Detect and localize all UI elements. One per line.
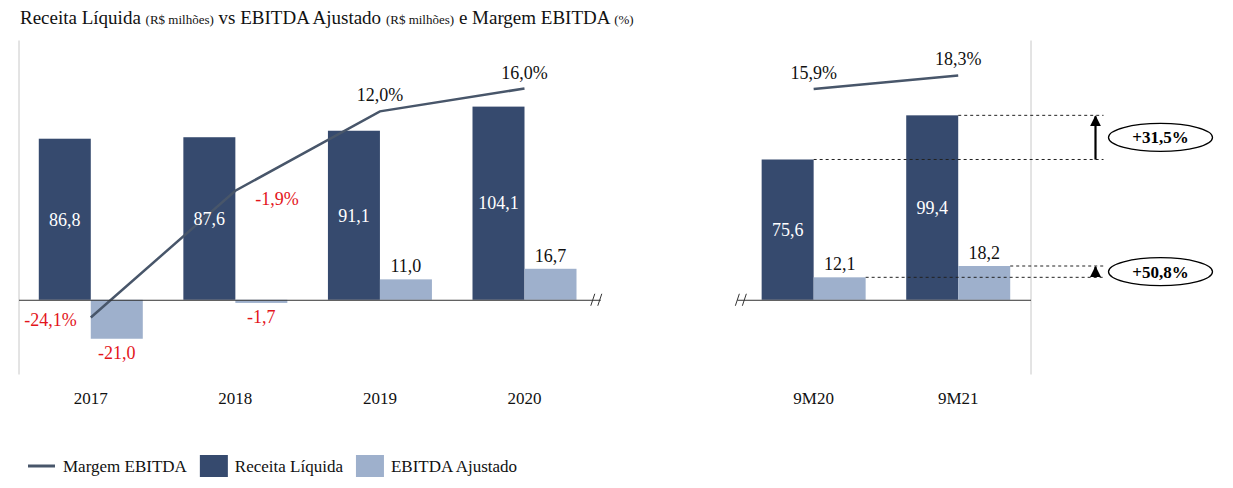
bar	[906, 115, 958, 299]
legend-swatch	[200, 455, 228, 477]
legend-item: Receita Líquida	[200, 455, 344, 477]
legend-swatch	[28, 465, 55, 468]
x-axis: 2017 2018 2019 2020 9M20 9M21	[19, 300, 1031, 408]
x-axis-line	[19, 300, 1031, 301]
axis-break-gap	[601, 298, 738, 302]
x-tick: 9M20	[793, 300, 834, 408]
bar-series	[39, 107, 958, 300]
bar	[39, 139, 91, 300]
data-label: 16,7	[535, 246, 567, 266]
bar	[380, 279, 432, 299]
bar	[958, 266, 1010, 300]
line-label: 12,0%	[357, 85, 404, 105]
y2-axis	[1031, 41, 1032, 375]
y2-axis-line	[1031, 41, 1032, 375]
line	[91, 75, 958, 317]
legend-item: Margem EBITDA	[28, 457, 188, 476]
title-part: e Margem EBITDA	[454, 7, 614, 28]
chart-container: Receita Líquida (R$ milhões) vs EBITDA A…	[0, 0, 1233, 488]
x-tick: 2020	[508, 300, 542, 408]
annotation-guide	[866, 277, 1104, 278]
annotation-guide	[814, 159, 1104, 160]
legend-item: EBITDA Ajustado	[356, 455, 517, 477]
annotation-bubble	[1109, 258, 1213, 286]
title: Receita Líquida (R$ milhões) vs EBITDA A…	[20, 7, 634, 28]
data-label: 18,2	[968, 243, 1000, 263]
annotation-guide	[1010, 266, 1103, 267]
bar	[814, 277, 866, 299]
line-label: -1,9%	[255, 189, 299, 209]
bar	[525, 269, 577, 300]
axis-break-mark	[591, 294, 602, 306]
y-axis	[19, 41, 20, 375]
annotation-arrow	[1094, 267, 1096, 277]
annotation: +50,8%	[866, 258, 1213, 286]
data-label: -21,0	[98, 343, 136, 363]
annotation: +31,5%	[814, 115, 1213, 159]
x-tick-label: 2017	[74, 389, 109, 408]
title-part: vs EBITDA Ajustado	[214, 7, 386, 28]
line-label: 16,0%	[501, 63, 548, 83]
legend-label: EBITDA Ajustado	[391, 457, 517, 476]
data-label: -1,7	[247, 307, 276, 327]
x-tick-label: 2019	[363, 389, 397, 408]
data-label: 104,1	[478, 193, 519, 213]
bar	[762, 159, 814, 299]
x-tick-label: 9M20	[793, 389, 834, 408]
title-part: (R$ milhões)	[146, 12, 214, 27]
x-tick: 2019	[363, 300, 397, 408]
legend-swatch	[356, 455, 384, 477]
x-tick-label: 2018	[218, 389, 252, 408]
annotation-bubble	[1109, 123, 1213, 151]
data-label: 87,6	[194, 209, 226, 229]
title-part: (%)	[614, 12, 634, 27]
axis-break-mark	[735, 294, 746, 306]
legend-label: Margem EBITDA	[63, 457, 188, 476]
annotation-text: +31,5%	[1132, 128, 1188, 147]
annotation-text: +50,8%	[1132, 263, 1188, 282]
line-label: 15,9%	[790, 63, 837, 83]
legend-label: Receita Líquida	[235, 457, 344, 476]
legend: Margem EBITDA Receita Líquida EBITDA Ajust…	[28, 455, 517, 477]
bar	[473, 107, 525, 300]
annotation-arrow	[1094, 116, 1096, 159]
title-part: (R$ milhões)	[386, 12, 454, 27]
plot-area	[39, 75, 1010, 338]
line-label: -24,1%	[24, 310, 77, 330]
data-label: 91,1	[338, 206, 370, 226]
bar	[328, 131, 380, 300]
title-part: Receita Líquida	[20, 7, 146, 28]
line-label: 18,3%	[935, 49, 982, 69]
data-label: 86,8	[49, 210, 81, 230]
data-label: 11,0	[391, 256, 422, 276]
bar	[91, 300, 143, 339]
data-label: 75,6	[772, 220, 804, 240]
chart-svg: Receita Líquida (R$ milhões) vs EBITDA A…	[0, 0, 1233, 488]
x-tick-label: 9M21	[938, 389, 979, 408]
x-tick-label: 2020	[508, 389, 542, 408]
x-tick: 9M21	[938, 300, 979, 408]
data-labels: 86,8 87,6 91,1 104,1 75,6 99,4 -21,0 -1,7 11,0 16…	[24, 49, 1000, 362]
bar	[183, 137, 235, 300]
y-axis-line	[19, 41, 20, 375]
data-label: 12,1	[824, 254, 856, 274]
annotation-guide	[958, 115, 1103, 116]
data-label: 99,4	[916, 198, 948, 218]
